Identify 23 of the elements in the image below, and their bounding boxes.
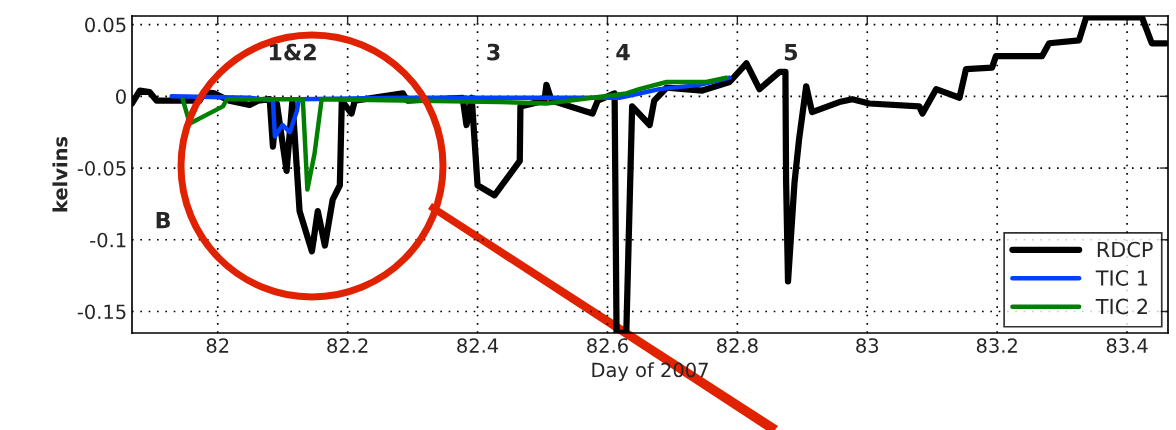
annotation: 5 — [784, 43, 798, 61]
x-tick-label: 82.4 — [457, 338, 499, 353]
x-tick-label: 83.2 — [976, 338, 1017, 353]
x-tick-label: 82 — [206, 338, 229, 353]
annotation: 1&2 — [269, 43, 316, 61]
x-tick-label: 82.8 — [717, 338, 758, 353]
annotation: 4 — [616, 43, 630, 61]
y-tick-label: -0.05 — [77, 161, 126, 176]
y-axis-title: kelvins — [52, 136, 68, 212]
y-tick-label: 0 — [116, 89, 126, 104]
x-tick-label: 83.4 — [1106, 338, 1148, 353]
annotation: 3 — [487, 43, 500, 61]
annotation: B — [156, 211, 170, 229]
y-tick-label: -0.1 — [90, 232, 126, 248]
legend-label: TIC 2 — [1095, 298, 1147, 315]
y-tick-label: 0.05 — [85, 17, 126, 33]
line-series — [180, 75, 729, 192]
x-tick-label: 82.6 — [587, 338, 628, 353]
y-tick-label: -0.15 — [77, 304, 126, 320]
x-tick-label: 82.2 — [327, 338, 368, 353]
x-tick-label: 83 — [856, 338, 879, 353]
legend-label: RDCP — [1097, 241, 1153, 258]
legend-label: TIC 1 — [1095, 270, 1148, 286]
